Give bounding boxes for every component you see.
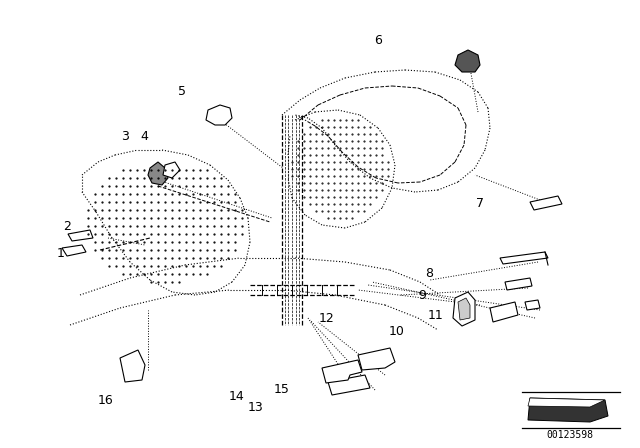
Text: 00123598: 00123598 <box>547 430 593 440</box>
Polygon shape <box>525 300 540 310</box>
Polygon shape <box>68 230 93 241</box>
Polygon shape <box>458 298 470 320</box>
Text: 16: 16 <box>98 394 113 408</box>
Text: 8: 8 <box>425 267 433 280</box>
Polygon shape <box>358 348 395 370</box>
Polygon shape <box>490 302 518 322</box>
Polygon shape <box>505 278 532 290</box>
Text: 14: 14 <box>229 390 244 403</box>
Polygon shape <box>528 398 608 422</box>
Polygon shape <box>120 350 145 382</box>
Text: 11: 11 <box>428 309 443 323</box>
Text: 2: 2 <box>63 220 71 233</box>
Polygon shape <box>528 398 605 407</box>
Text: 5: 5 <box>179 85 186 99</box>
Text: 15: 15 <box>274 383 289 396</box>
Text: 4: 4 <box>140 130 148 143</box>
Polygon shape <box>500 252 548 264</box>
Text: 7: 7 <box>476 197 484 211</box>
Polygon shape <box>148 162 168 185</box>
Text: 1: 1 <box>57 246 65 260</box>
Text: 12: 12 <box>319 311 334 325</box>
Text: 6: 6 <box>374 34 381 47</box>
Polygon shape <box>530 196 562 210</box>
Polygon shape <box>322 360 362 383</box>
Text: 10: 10 <box>389 325 404 338</box>
Polygon shape <box>328 375 370 395</box>
Text: 13: 13 <box>248 401 264 414</box>
Polygon shape <box>62 245 86 256</box>
Polygon shape <box>206 105 232 125</box>
Polygon shape <box>453 292 475 326</box>
Text: 9: 9 <box>419 289 426 302</box>
Text: 3: 3 <box>121 130 129 143</box>
Polygon shape <box>163 162 180 178</box>
Polygon shape <box>455 50 480 72</box>
